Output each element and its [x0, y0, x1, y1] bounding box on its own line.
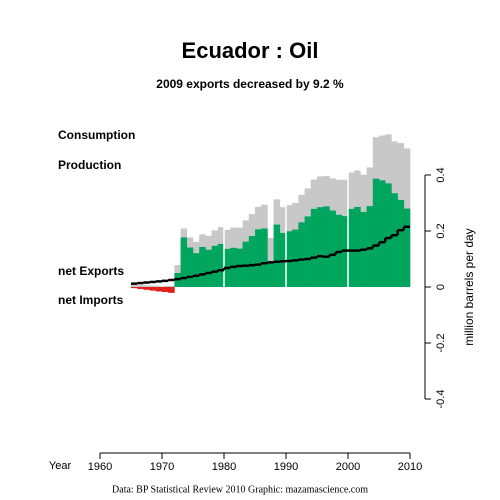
export-bar — [391, 193, 398, 287]
export-bar — [292, 229, 299, 287]
export-bar — [304, 216, 312, 287]
legend-label: Consumption — [58, 128, 135, 142]
export-bar — [379, 180, 386, 287]
legend-label: net Imports — [58, 293, 124, 307]
export-bar — [348, 208, 355, 287]
production-bar — [149, 285, 157, 287]
chart-title: Ecuador : Oil — [182, 38, 319, 63]
export-bar — [273, 224, 281, 287]
export-bar — [180, 237, 188, 287]
export-bar — [199, 246, 206, 287]
legend-label: net Exports — [58, 264, 124, 278]
production-bar — [143, 285, 150, 287]
export-bar — [366, 206, 374, 287]
export-bar — [286, 231, 293, 287]
y-axis-label: million barrels per day — [462, 228, 476, 345]
y-tick-label: 0.4 — [435, 167, 447, 182]
import-bar — [137, 287, 144, 289]
x-tick-label: 2010 — [398, 461, 422, 473]
export-bar — [310, 208, 318, 287]
x-tick-label: 1970 — [150, 461, 174, 473]
export-bar — [279, 232, 287, 287]
import-bar — [131, 287, 138, 289]
export-bar — [236, 248, 243, 287]
production-bar — [155, 285, 163, 287]
export-bar — [217, 243, 225, 287]
x-tick-label: 1980 — [212, 461, 236, 473]
y-tick-label: -0.2 — [435, 334, 447, 353]
export-bar — [372, 178, 380, 287]
x-tick-label: 1960 — [88, 461, 112, 473]
legend-label: Production — [58, 158, 121, 172]
source-note: Data: BP Statistical Review 2010 Graphic… — [112, 484, 368, 495]
production-bar — [162, 285, 169, 287]
x-axis-label: Year — [49, 460, 72, 472]
x-tick-label: 2000 — [336, 461, 360, 473]
export-bar — [267, 262, 274, 287]
y-tick-label: 0.2 — [435, 223, 447, 238]
export-bar — [397, 199, 405, 287]
production-bar — [168, 285, 175, 287]
export-bar — [205, 249, 212, 287]
x-tick-label: 1990 — [274, 461, 298, 473]
import-bar — [155, 287, 163, 292]
export-bar — [211, 245, 219, 287]
export-bar — [317, 207, 324, 287]
production-bar — [131, 284, 138, 287]
export-bar — [354, 206, 361, 287]
export-bar — [193, 253, 200, 287]
export-bar — [255, 229, 262, 287]
export-bar — [242, 241, 250, 287]
import-bar — [168, 287, 175, 293]
production-bar — [137, 285, 144, 287]
export-bar — [329, 210, 336, 287]
export-bar — [385, 183, 392, 287]
import-bar — [162, 287, 169, 293]
chart-subtitle: 2009 exports decreased by 9.2 % — [156, 77, 344, 91]
export-bar — [323, 206, 330, 287]
export-bar — [403, 208, 411, 287]
y-tick-label: 0 — [435, 284, 447, 290]
export-bar — [298, 222, 305, 287]
export-bar — [248, 236, 256, 287]
import-bar — [149, 287, 157, 291]
export-bar — [261, 228, 268, 287]
import-bar — [143, 287, 150, 290]
export-bar — [186, 247, 194, 287]
y-tick-label: -0.4 — [435, 390, 447, 409]
